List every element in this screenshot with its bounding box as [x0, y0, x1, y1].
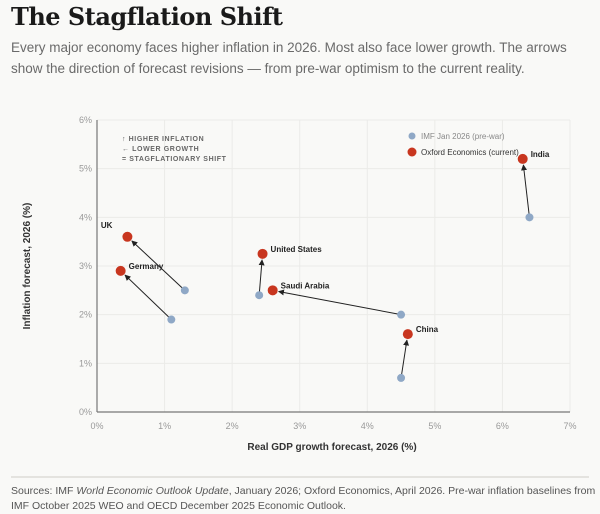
y-tick-label: 1%	[79, 358, 92, 368]
source-note: Sources: IMF World Economic Outlook Upda…	[11, 484, 596, 514]
revision-arrow	[131, 240, 186, 291]
legend: IMF Jan 2026 (pre-war) Oxford Economics (…	[407, 132, 519, 157]
y-tick-label: 2%	[79, 310, 92, 320]
y-tick-label: 3%	[79, 261, 92, 271]
x-tick-label: 5%	[428, 421, 441, 431]
data-points	[115, 153, 534, 382]
pre-war-point	[525, 213, 534, 222]
annotation-box: ↑ HIGHER INFLATION ← LOWER GROWTH = STAGFL…	[122, 136, 227, 163]
y-axis-label: Inflation forecast, 2026 (%)	[22, 203, 33, 330]
y-tick-label: 0%	[79, 407, 92, 417]
country-label: United States	[271, 245, 323, 254]
x-tick-label: 2%	[226, 421, 239, 431]
country-label: India	[531, 150, 550, 159]
revision-arrow	[400, 339, 410, 379]
country-label: China	[416, 325, 439, 334]
current-point	[122, 231, 133, 242]
y-tick-label: 5%	[79, 164, 92, 174]
current-point	[402, 329, 413, 340]
revision-arrow	[124, 274, 172, 320]
pre-war-point	[397, 310, 406, 319]
divider	[11, 476, 589, 478]
x-tick-label: 6%	[496, 421, 509, 431]
revision-arrow	[277, 289, 402, 316]
annotation-line: ↑ HIGHER INFLATION	[122, 136, 204, 143]
source-prefix: Sources: IMF	[11, 485, 77, 497]
axes: 0% 1% 2% 3% 4% 5% 6% 7% 0% 1% 2% 3% 4% 5% 6%	[79, 115, 577, 431]
source-suffix: , January 2026; Oxford Economics, April …	[11, 485, 596, 512]
legend-marker	[407, 147, 417, 157]
x-tick-label: 7%	[563, 421, 576, 431]
x-tick-label: 4%	[361, 421, 374, 431]
x-tick-label: 1%	[158, 421, 171, 431]
country-label: Saudi Arabia	[281, 281, 330, 290]
y-tick-label: 4%	[79, 212, 92, 222]
current-point	[267, 285, 278, 296]
pre-war-point	[255, 291, 264, 300]
current-point	[257, 248, 268, 259]
legend-marker	[408, 132, 416, 140]
legend-label: IMF Jan 2026 (pre-war)	[421, 132, 505, 141]
pre-war-point	[180, 286, 189, 295]
grid	[96, 119, 571, 413]
current-point	[517, 153, 528, 164]
annotation-line: ← LOWER GROWTH	[122, 146, 199, 153]
y-tick-label: 6%	[79, 115, 92, 125]
x-axis-label: Real GDP growth forecast, 2026 (%)	[247, 442, 416, 453]
chart-title: The Stagflation Shift	[11, 2, 283, 31]
revision-arrows	[124, 164, 530, 379]
country-label: UK	[101, 221, 113, 230]
pre-war-point	[397, 373, 406, 382]
scatter-chart: 0% 1% 2% 3% 4% 5% 6% 7% 0% 1% 2% 3% 4% 5% 6% UK Germany…	[22, 115, 577, 453]
source-publication: World Economic Outlook Update	[76, 485, 229, 497]
country-label: Germany	[129, 262, 164, 271]
annotation-line: = STAGFLATIONARY SHIFT	[122, 156, 227, 163]
revision-arrow	[258, 259, 265, 296]
legend-label: Oxford Economics (current)	[421, 148, 519, 157]
chart-subtitle: Every major economy faces higher inflati…	[11, 40, 567, 76]
current-point	[115, 265, 126, 276]
country-labels: UK Germany United States Saudi Arabia China I…	[101, 150, 550, 334]
x-tick-label: 0%	[90, 421, 103, 431]
pre-war-point	[167, 315, 176, 324]
x-tick-label: 3%	[293, 421, 306, 431]
revision-arrow	[521, 164, 530, 218]
